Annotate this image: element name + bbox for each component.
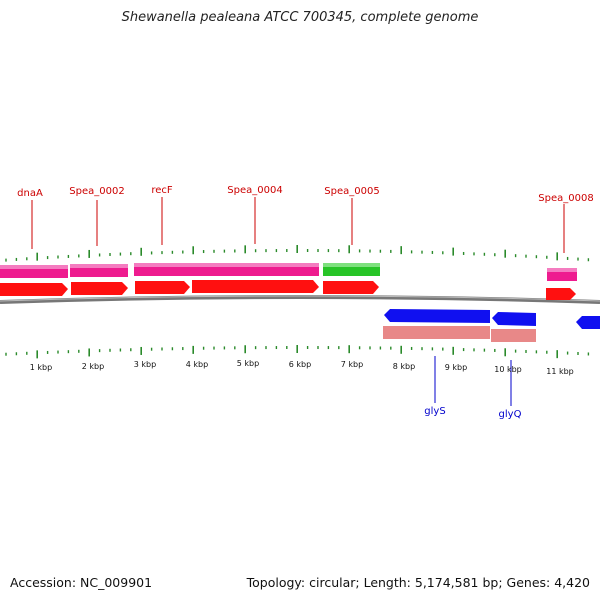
kbp-label-1: 1 kbp — [30, 363, 52, 372]
cds-reverse-block — [491, 329, 536, 342]
map-title: Shewanella pealeana ATCC 700345, complet… — [121, 10, 479, 25]
cds-pink-shade — [547, 268, 577, 272]
spea-0004-label: Spea_0004 — [227, 185, 282, 196]
cds-reverse-block — [383, 326, 490, 339]
genome-backbone-highlight — [0, 295, 600, 302]
kbp-label-11: 11 kbp — [546, 367, 574, 376]
genome-backbone — [0, 295, 600, 304]
kbp-label-7: 7 kbp — [341, 360, 363, 369]
dnaa-label: dnaA — [17, 188, 43, 199]
kbp-label-6: 6 kbp — [289, 360, 311, 369]
spea-0008-label: Spea_0008 — [538, 193, 593, 204]
gene-arrow-forward — [323, 281, 379, 294]
genome-summary-text: Topology: circular; Length: 5,174,581 bp… — [246, 575, 590, 590]
kbp-label-4: 4 kbp — [186, 360, 208, 369]
lower-tick-row — [5, 345, 590, 359]
spea-0005-label: Spea_0005 — [324, 186, 379, 197]
gene-arrow-forward — [192, 280, 319, 293]
cds-pink-shade — [0, 265, 68, 269]
kbp-label-3: 3 kbp — [134, 360, 156, 369]
upper-tick-row — [5, 245, 590, 262]
cds-pink-shade — [70, 264, 128, 268]
accession-text: Accession: NC_009901 — [10, 575, 153, 590]
glyq-label: glyQ — [499, 409, 522, 420]
gene-arrow-reverse — [492, 312, 536, 326]
gene-arrow-reverse — [576, 316, 600, 329]
glys-label: glyS — [424, 406, 445, 417]
recf-label: recF — [151, 185, 173, 196]
rrna-green-shade — [323, 263, 380, 267]
kbp-label-5: 5 kbp — [237, 359, 259, 368]
cds-pink-shade — [134, 263, 319, 267]
kbp-label-9: 9 kbp — [445, 363, 467, 372]
gene-arrow-forward — [546, 288, 576, 300]
kbp-label-10: 10 kbp — [494, 365, 522, 374]
spea-0002-label: Spea_0002 — [69, 186, 124, 197]
gene-arrow-reverse — [384, 309, 490, 323]
kbp-label-2: 2 kbp — [82, 362, 104, 371]
kbp-label-8: 8 kbp — [393, 362, 415, 371]
gene-arrow-forward — [71, 282, 128, 295]
gene-arrow-forward — [0, 283, 68, 296]
gene-arrow-forward — [135, 281, 190, 294]
